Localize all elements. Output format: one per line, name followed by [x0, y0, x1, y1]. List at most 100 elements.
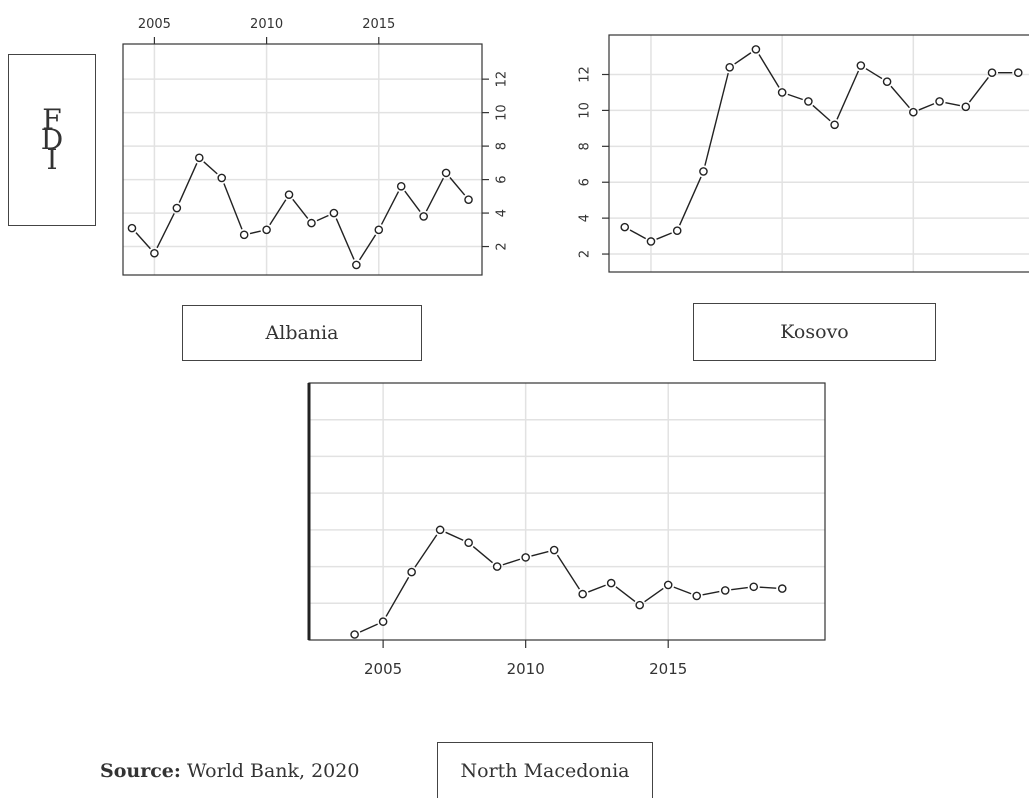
- series-line-segment: [472, 546, 494, 564]
- series-line-segment: [704, 72, 729, 166]
- x-tick-label: 2010: [507, 660, 545, 678]
- data-point: [578, 589, 587, 599]
- data-point: [464, 195, 473, 204]
- data-point: [217, 173, 227, 183]
- kosovo-title-box: Kosovo: [693, 303, 936, 361]
- data-point: [856, 61, 866, 70]
- data-point: [882, 77, 892, 86]
- series-line-segment: [656, 232, 672, 240]
- source-note: Source: World Bank, 2020: [100, 760, 359, 782]
- data-point: [935, 97, 944, 106]
- series-line-segment: [223, 183, 243, 230]
- series-line-segment: [269, 199, 287, 226]
- data-point: [396, 181, 406, 191]
- data-point: [172, 203, 182, 213]
- data-point: [194, 153, 204, 163]
- data-point: [329, 208, 339, 218]
- data-point: [350, 630, 359, 639]
- series-line-segment: [380, 191, 400, 225]
- source-label: Source:: [100, 760, 181, 782]
- series-line-segment: [615, 586, 636, 603]
- data-point: [777, 584, 787, 593]
- series-line-segment: [758, 54, 780, 88]
- data-point: [725, 63, 734, 72]
- series-line-segment: [359, 623, 378, 633]
- series-line-segment: [731, 586, 748, 591]
- data-point: [646, 237, 656, 246]
- x-tick-label: 2010: [250, 17, 283, 32]
- data-point: [492, 562, 502, 571]
- data-point: [635, 600, 644, 610]
- series-line-segment: [335, 218, 355, 260]
- y-tick-label: 8: [578, 142, 593, 150]
- albania-title: Albania: [265, 322, 339, 344]
- data-point: [663, 580, 673, 590]
- plot-frame: [122, 43, 483, 276]
- series-line-segment: [292, 198, 309, 219]
- data-point: [672, 226, 682, 236]
- series-line-segment: [787, 93, 803, 101]
- data-point: [549, 545, 559, 555]
- series-line-segment: [812, 104, 831, 122]
- series-line-segment: [865, 68, 883, 80]
- data-point: [407, 567, 416, 577]
- series-line-segment: [702, 590, 720, 596]
- data-point: [464, 538, 473, 548]
- data-point: [352, 260, 361, 270]
- y-axis-label-letter: D: [40, 123, 64, 156]
- data-point: [909, 107, 918, 117]
- data-point: [284, 190, 294, 199]
- series-line-segment: [734, 52, 752, 65]
- plot-frame: [608, 34, 1029, 273]
- series-line-segment: [945, 101, 961, 107]
- data-point: [751, 45, 761, 54]
- data-point: [521, 553, 530, 562]
- data-point: [830, 120, 839, 130]
- series-line-segment: [531, 550, 549, 557]
- y-axis-label-letter: I: [46, 143, 58, 176]
- series-line-segment: [759, 586, 777, 589]
- y-tick-label: 6: [578, 178, 593, 186]
- series-line-segment: [678, 176, 702, 226]
- y-tick-label: 12: [578, 66, 593, 83]
- data-point: [262, 225, 271, 235]
- series-line-segment: [385, 576, 410, 617]
- series-line-segment: [404, 190, 421, 213]
- y-tick-label: 4: [495, 209, 510, 217]
- data-point: [720, 586, 730, 595]
- series-line-segment: [556, 554, 581, 590]
- albania-title-box: Albania: [182, 305, 422, 361]
- series-line-segment: [135, 232, 151, 250]
- series-line-segment: [316, 214, 329, 222]
- north-macedonia-title: North Macedonia: [460, 759, 630, 782]
- data-point: [239, 230, 249, 240]
- data-point: [378, 617, 388, 626]
- y-axis-label-letter: F: [42, 103, 62, 136]
- plot-frame: [308, 382, 826, 641]
- series-line-segment: [968, 77, 989, 103]
- data-point: [150, 248, 159, 258]
- data-point: [1013, 68, 1023, 78]
- data-point: [620, 222, 630, 232]
- y-tick-label: 4: [578, 214, 593, 222]
- y-tick-label: 2: [578, 250, 593, 258]
- series-line-segment: [156, 213, 175, 249]
- series-line-segment: [203, 161, 218, 175]
- series-line-segment: [445, 531, 464, 541]
- series-line-segment: [918, 103, 935, 111]
- data-point: [804, 97, 813, 106]
- series-line-segment: [629, 229, 647, 240]
- y-tick-label: 12: [495, 71, 510, 88]
- x-tick-label: 2015: [362, 17, 395, 32]
- data-point: [777, 88, 787, 97]
- x-tick-label: 2015: [649, 660, 687, 678]
- data-point: [307, 218, 316, 228]
- data-point: [374, 225, 384, 235]
- series-line-segment: [425, 177, 444, 212]
- data-point: [441, 168, 451, 178]
- series-line-segment: [836, 70, 860, 120]
- series-line-segment: [178, 163, 198, 203]
- y-tick-label: 6: [495, 175, 510, 183]
- data-point: [435, 525, 445, 535]
